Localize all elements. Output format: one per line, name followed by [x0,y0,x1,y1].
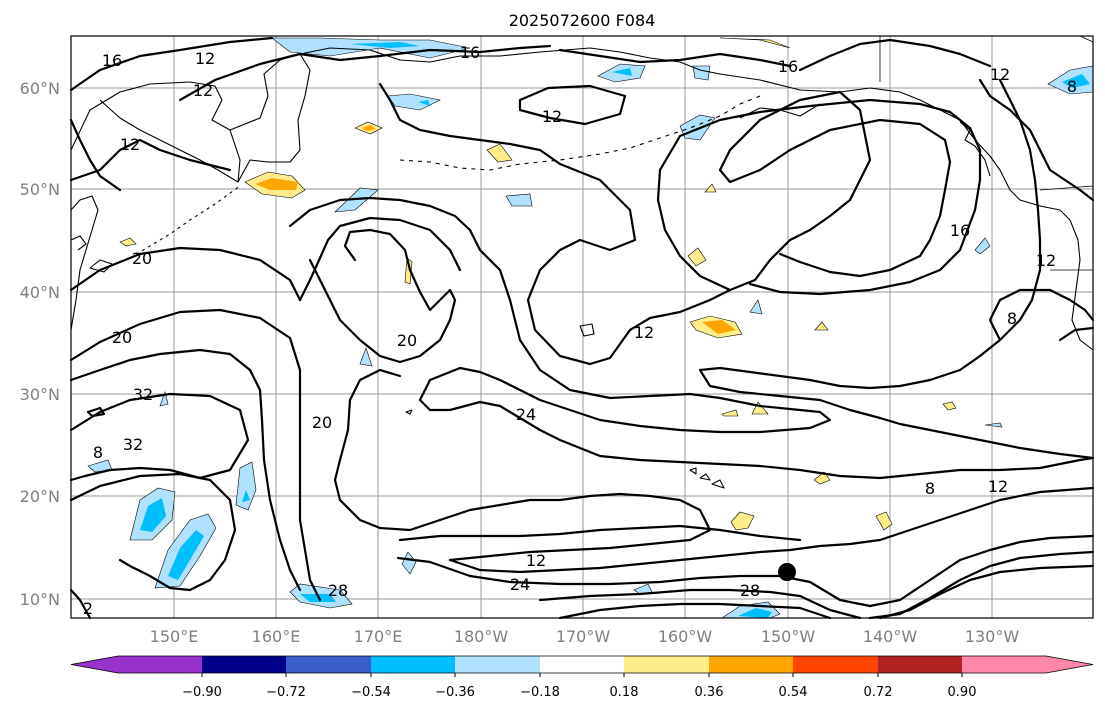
colorbar-extend-min [71,656,118,673]
coastlines [70,35,1094,489]
colorbar-extend-max [1046,656,1093,673]
longitude-labels: 150°E 160°E 170°E 180°W 170°W 160°W 150°… [150,627,1020,646]
colorbar-tick-label: −0.18 [520,685,560,700]
colorbar-segment [624,656,709,673]
lon-label: 130°W [965,627,1020,646]
map-background [71,36,1093,618]
contour-label: 32 [133,385,153,404]
lon-label: 150°W [761,627,816,646]
colorbar-tick-label: −0.72 [266,685,306,700]
colorbar: −0.90 −0.72 −0.54 −0.36 −0.18 0.18 0.36 … [70,655,1094,700]
contour-labels: 16 12 16 12 12 16 12 8 12 20 20 20 12 8 … [83,43,1077,618]
contour-label: 12 [634,323,654,342]
contours [69,36,1095,620]
colorbar-segment [118,656,202,673]
contour-label: 12 [195,49,215,68]
contour-label: 16 [102,51,122,70]
contour-label: 12 [526,551,546,570]
colorbar-segment [202,656,286,673]
colorbar-segment [286,656,371,673]
lon-label: 170°E [354,627,403,646]
contour-label: 12 [988,477,1008,496]
colorbar-tick-label: 0.18 [610,685,639,700]
map-frame [70,35,1094,619]
lat-label: 40°N [20,283,60,302]
colorbar-segment [878,656,962,673]
colorbar-ticks: −0.90 −0.72 −0.54 −0.36 −0.18 0.18 0.36 … [182,685,976,700]
lon-label: 150°E [150,627,199,646]
contour-label: 12 [120,135,140,154]
colorbar-tick-label: 0.54 [779,685,808,700]
contour-label: 24 [516,405,536,424]
contour-label: 20 [112,328,132,347]
contour-label: 20 [132,249,152,268]
lon-label: 160°W [658,627,713,646]
contour-label: 8 [1007,309,1017,328]
lat-label: 60°N [20,79,60,98]
colorbar-segments [70,655,1094,677]
colorbar-segment [455,656,540,673]
colorbar-tick-label: −0.36 [435,685,475,700]
colorbar-tick-label: 0.90 [948,685,977,700]
contour-label: 20 [312,413,332,432]
contour-label: 12 [1036,251,1056,270]
contour-label: 24 [510,575,530,594]
latitude-labels: 60°N 50°N 40°N 30°N 20°N 10°N [20,79,60,609]
contour-label: 28 [740,581,760,600]
contour-label: 8 [93,443,103,462]
contour-label: 12 [542,107,562,126]
lat-label: 50°N [20,180,60,199]
colorbar-segment [962,656,1046,673]
contour-label: 8 [1067,77,1077,96]
lon-label: 160°E [252,627,301,646]
colorbar-tick-label: −0.90 [182,685,222,700]
lon-label: 180°W [454,627,509,646]
contour-label: 16 [778,57,798,76]
contour-label: 32 [123,435,143,454]
lat-label: 10°N [20,590,60,609]
contour-label: 28 [328,581,348,600]
colorbar-segment [540,656,624,673]
lat-label: 30°N [20,385,60,404]
figure-title: 2025072600 F084 [509,11,656,30]
colorbar-segment [709,656,793,673]
colorbar-tick-label: 0.72 [864,685,893,700]
contour-label: 20 [397,331,417,350]
contour-label: 16 [950,221,970,240]
lon-label: 140°W [863,627,918,646]
colorbar-tick-label: 0.36 [695,685,724,700]
gridlines [71,36,1093,618]
colorbar-tick-label: −0.54 [351,685,391,700]
colorbar-outline [70,655,1094,674]
colorbar-segment [371,656,455,673]
contour-label: 8 [925,479,935,498]
storm-center-dot [778,563,796,581]
contour-label: 2 [83,599,93,618]
lon-label: 170°W [556,627,611,646]
contour-label: 12 [193,81,213,100]
lat-label: 20°N [20,487,60,506]
contour-label: 12 [990,65,1010,84]
colorbar-segment [793,656,878,673]
contour-label: 16 [460,43,480,62]
map-panel: 16 12 16 12 12 16 12 8 12 20 20 20 12 8 … [69,35,1095,620]
